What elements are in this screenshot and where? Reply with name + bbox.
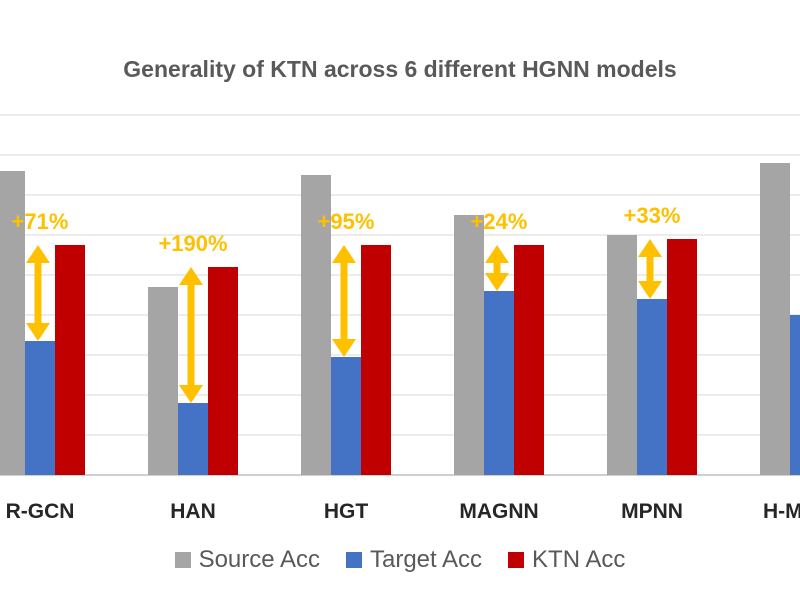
bar-source-acc-mpnn — [607, 235, 637, 475]
legend-item-source: Source Acc — [174, 546, 320, 574]
legend-swatch-target — [345, 552, 362, 568]
arrow-head-up-hgt — [332, 245, 356, 263]
improvement-arrows — [26, 239, 662, 403]
bar-target-acc-h-mpnn — [790, 315, 800, 475]
legend-label-target: Target Acc — [369, 546, 483, 573]
legend-label-ktn: KTN Acc — [532, 546, 626, 573]
arrow-head-down-han — [179, 385, 203, 403]
arrow-head-up-magnn — [485, 245, 509, 263]
bar-source-acc-r-gcn — [0, 171, 25, 475]
legend-item-ktn: KTN Acc — [508, 546, 625, 574]
bar-target-acc-magnn — [484, 291, 514, 475]
bar-ktn-acc-mpnn — [667, 239, 697, 475]
labels: +71% R-GCN +190% HAN +95% HGT +24% MAGNN +33% MPN… — [6, 203, 800, 523]
chart-title: Generality of KTN across 6 different HGN… — [123, 56, 677, 82]
bar-ktn-acc-magnn — [514, 245, 544, 475]
arrow-head-down-hgt — [332, 339, 356, 357]
bar-source-acc-magnn — [454, 215, 484, 475]
legend: Source Acc Target Acc KTN Acc — [0, 546, 800, 574]
arrow-head-up-r-gcn — [26, 245, 50, 263]
bar-target-acc-han — [178, 403, 208, 475]
annotation-hgt: +95% — [318, 209, 375, 234]
category-label-han: HAN — [170, 500, 216, 523]
annotation-han: +190% — [158, 231, 227, 256]
bar-source-acc-han — [148, 287, 178, 475]
arrow-head-up-mpnn — [638, 239, 662, 257]
arrow-head-up-han — [179, 267, 203, 285]
bar-target-acc-hgt — [331, 357, 361, 475]
annotation-r-gcn: +71% — [12, 209, 69, 234]
category-label-h-mpnn: H-MPNN — [763, 500, 800, 523]
bar-ktn-acc-hgt — [361, 245, 391, 475]
legend-label-source: Source Acc — [198, 546, 320, 573]
legend-swatch-ktn — [508, 552, 525, 568]
bar-source-acc-h-mpnn — [760, 163, 790, 475]
bar-target-acc-r-gcn — [25, 341, 55, 475]
arrow-head-down-mpnn — [638, 281, 662, 299]
legend-item-target: Target Acc — [345, 546, 483, 574]
category-label-hgt: HGT — [324, 500, 369, 523]
annotation-mpnn: +33% — [624, 203, 681, 228]
category-label-r-gcn: R-GCN — [6, 500, 75, 523]
category-label-mpnn: MPNN — [621, 500, 683, 523]
bar-target-acc-mpnn — [637, 299, 667, 475]
arrow-head-down-r-gcn — [26, 323, 50, 341]
bar-ktn-acc-r-gcn — [55, 245, 85, 475]
arrow-head-down-magnn — [485, 273, 509, 291]
bar-source-acc-hgt — [301, 175, 331, 475]
bar-ktn-acc-han — [208, 267, 238, 475]
category-label-magnn: MAGNN — [459, 500, 538, 523]
legend-swatch-source — [174, 552, 191, 568]
annotation-magnn: +24% — [471, 209, 528, 234]
bars — [0, 163, 800, 475]
